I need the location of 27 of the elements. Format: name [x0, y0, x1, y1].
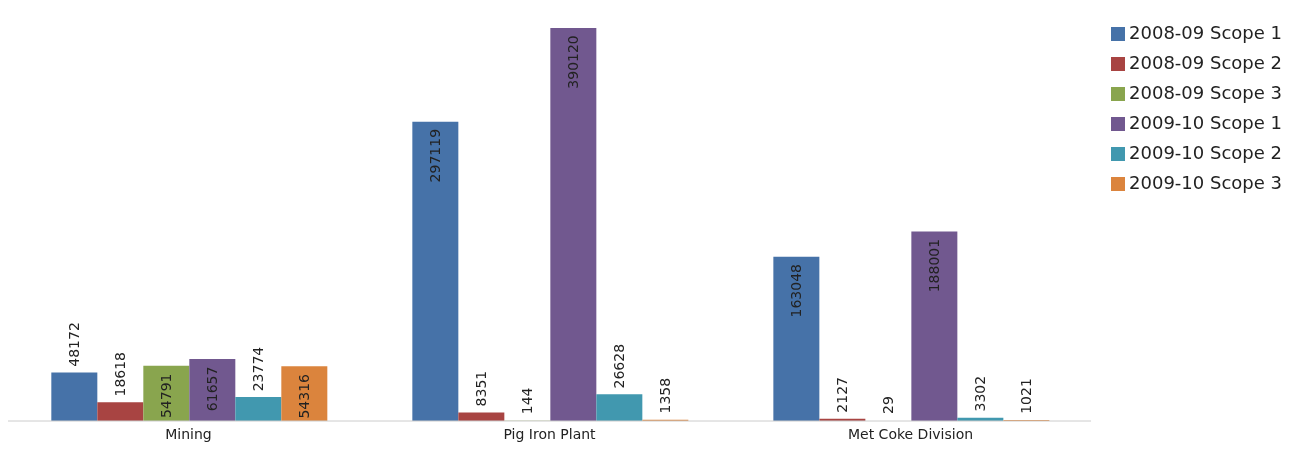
- data-label: 18618: [112, 351, 129, 397]
- data-label: 54316: [296, 373, 313, 419]
- data-label: 8351: [473, 370, 490, 407]
- data-label: 297119: [427, 128, 444, 183]
- legend-label: 2008-09 Scope 1: [1129, 22, 1282, 43]
- data-label: 163048: [788, 264, 805, 318]
- data-label: 29: [880, 396, 897, 414]
- legend-label: 2009-10 Scope 3: [1129, 172, 1282, 193]
- data-label: 26628: [611, 343, 628, 389]
- x-tick-label: Met Coke Division: [847, 425, 974, 442]
- data-label: 54791: [158, 373, 175, 419]
- data-label: 188001: [926, 238, 943, 293]
- data-label: 390120: [565, 35, 582, 89]
- legend-label: 2009-10 Scope 1: [1129, 112, 1282, 133]
- legend-label: 2008-09 Scope 2: [1129, 52, 1282, 73]
- legend-label: 2008-09 Scope 3: [1129, 82, 1282, 103]
- data-label: 61657: [204, 366, 221, 412]
- x-tick-label: Pig Iron Plant: [503, 425, 597, 442]
- data-label: 48172: [66, 322, 83, 367]
- legend-label: 2009-10 Scope 2: [1129, 142, 1282, 163]
- data-label: 1021: [1018, 378, 1035, 414]
- data-label: 2127: [834, 377, 851, 413]
- data-label: 23774: [250, 346, 267, 392]
- data-label: 3302: [972, 375, 989, 412]
- data-label: 144: [519, 387, 536, 415]
- x-tick-label: Mining: [165, 425, 212, 442]
- data-label: 1358: [657, 377, 674, 414]
